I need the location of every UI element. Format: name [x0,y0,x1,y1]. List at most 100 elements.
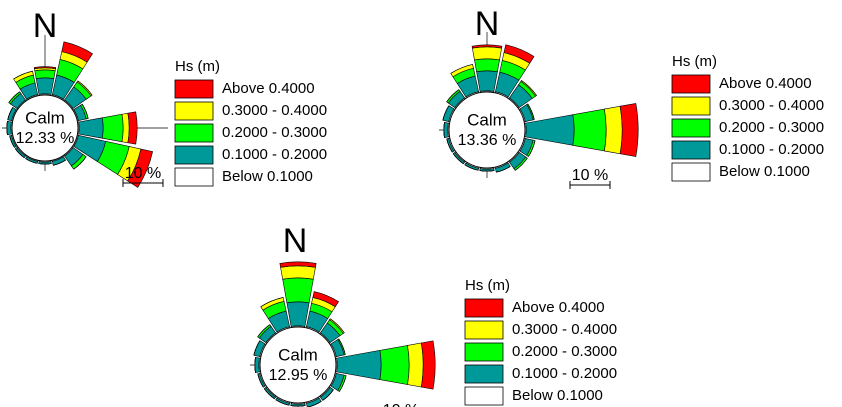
petal-segment [34,69,56,79]
legend-swatch [174,123,214,143]
calm-value: 12.95 % [269,367,328,384]
rose: Calm 13.36 % N 10 % Hs (m)Above 0.4000 0.3000… [439,5,824,189]
petal-segment [280,265,316,280]
petal-segment [338,338,346,355]
legend-label: Below 0.1000 [512,387,603,404]
scale-label: 10 % [572,167,608,184]
petal-segment [521,80,537,96]
petal-segment [13,70,33,80]
legend-label: 0.1000 - 0.2000 [512,365,617,382]
petal-segment [603,105,623,155]
legend-swatch [671,118,711,138]
legend-title: Hs (m) [465,277,510,294]
petal-segment [61,41,93,63]
petal-segment [263,388,275,400]
petal-segment [476,70,498,92]
petal-segment [254,357,260,373]
legend-label: Above 0.4000 [512,299,605,316]
legend-swatch [464,298,504,318]
direction-label: N [33,7,58,45]
legend-swatch [671,74,711,94]
scale-label: 10 % [383,402,419,407]
direction-label: N [283,222,308,260]
legend-swatch [671,162,711,182]
legend-swatch [671,140,711,160]
petal-segment [275,399,290,406]
legend-swatch [464,364,504,384]
petal-segment [15,148,25,158]
petal-segment [7,107,14,120]
petal-segment [53,159,66,166]
petal-segment [257,373,264,388]
petal-segment [73,156,87,170]
legend-swatch [174,145,214,165]
rose: Calm 12.95 % N 10 % Hs (m)Above 0.4000 0.3000… [250,222,617,407]
petal-segment [6,120,12,136]
petal-segment [254,357,256,373]
legend-label: 0.2000 - 0.3000 [222,124,327,141]
calm-text: Calm [278,345,318,364]
petal-segment [127,148,153,188]
petal-segment [619,103,639,157]
petal-segment [464,164,479,171]
petal-segment [474,58,500,73]
petal-segment [312,291,339,308]
petal-segment [420,340,436,390]
petal-segment [443,122,449,138]
petal-segment [443,122,445,138]
petal-segment [282,277,314,304]
legend-swatch [464,320,504,340]
legend-label: Below 0.1000 [222,168,313,185]
petal-segment [121,112,130,144]
petal-segment [279,261,317,268]
petal-segment [527,103,535,120]
petal-segment [9,135,15,148]
petal-segment [450,64,473,74]
petal-segment [101,113,124,143]
legend-label: 0.1000 - 0.2000 [222,146,327,163]
legend-label: 0.2000 - 0.3000 [719,119,824,136]
petal-segment [78,117,104,139]
petal-segment [407,342,424,388]
legend-title: Hs (m) [672,53,717,70]
calm-circle [259,326,337,404]
legend-label: 0.3000 - 0.4000 [512,321,617,338]
legend-swatch [174,101,214,121]
petal-segment [77,80,93,96]
petal-segment [472,46,502,61]
petal-segment [33,66,57,70]
calm-text: Calm [25,108,65,127]
calm-circle [11,94,79,162]
legend-swatch [464,342,504,362]
petal-segment [286,301,310,327]
petal-segment [572,108,607,152]
legend-label: Below 0.1000 [719,163,810,180]
petal-segment [452,153,464,165]
direction-label: N [475,5,500,43]
calm-text: Calm [467,110,507,129]
legend-label: Above 0.4000 [222,80,315,97]
petal-segment [35,77,55,95]
legend-label: Above 0.4000 [719,75,812,92]
legend-title: Hs (m) [175,58,220,75]
petal-segment [127,111,138,145]
legend-swatch [174,167,214,187]
petal-segment [379,345,410,385]
rose: Calm 12.33 % N 10 % Hs (m)Above 0.4000 0.3000… [2,7,327,188]
petal-segment [6,121,8,135]
petal-segment [503,44,535,64]
legend-swatch [464,386,504,406]
legend-swatch [671,96,711,116]
calm-value: 13.36 % [458,132,517,149]
calm-circle [448,91,526,169]
legend-label: 0.3000 - 0.4000 [719,97,824,114]
petal-segment [307,401,322,407]
petal-segment [471,44,503,49]
scale-label: 10 % [125,165,161,182]
legend-label: 0.3000 - 0.4000 [222,102,327,119]
legend-label: 0.1000 - 0.2000 [719,141,824,158]
calm-value: 12.33 % [16,130,75,147]
legend-swatch [174,79,214,99]
petal-segment [446,138,453,153]
